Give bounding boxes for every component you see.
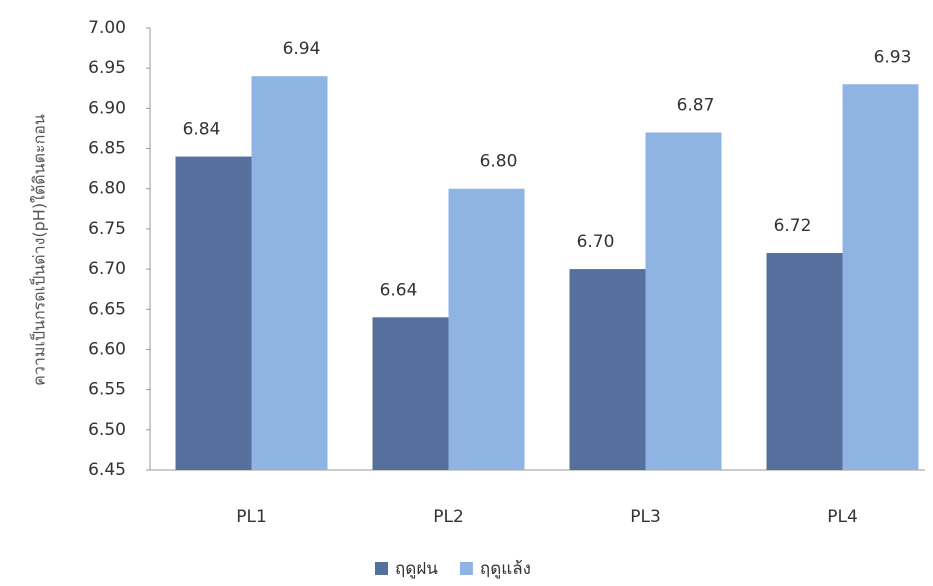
- y-tick-label: 6.70: [88, 259, 126, 279]
- bar: [448, 188, 525, 470]
- y-tick-label: 6.65: [88, 299, 126, 319]
- data-label: 6.94: [283, 39, 321, 59]
- y-tick-label: 6.90: [88, 98, 126, 118]
- x-tick-label: PL4: [827, 507, 858, 527]
- legend-swatch: [375, 562, 388, 575]
- y-axis-title: ความเป็นกรดเป็นด่าง(pH)ใต้ดินตะกอน: [29, 114, 49, 386]
- y-tick-label: 6.60: [88, 339, 126, 359]
- x-tick-label: PL3: [630, 507, 661, 527]
- data-label: 6.80: [480, 152, 518, 172]
- x-tick-label: PL1: [236, 507, 267, 527]
- data-label: 6.70: [577, 232, 615, 252]
- data-label: 6.84: [183, 120, 221, 140]
- bar: [766, 253, 843, 470]
- y-tick-label: 6.95: [88, 58, 126, 78]
- y-tick-label: 6.55: [88, 380, 126, 400]
- data-label: 6.93: [874, 47, 912, 67]
- bar: [569, 269, 646, 470]
- legend-label: ฤดูฝน: [395, 559, 438, 579]
- bar: [645, 132, 722, 471]
- y-tick-label: 6.50: [88, 420, 126, 440]
- bar: [175, 156, 252, 470]
- data-label: 6.87: [677, 95, 715, 115]
- legend-swatch: [459, 562, 473, 575]
- bar: [372, 317, 449, 470]
- bar: [842, 84, 919, 470]
- data-label: 6.72: [774, 216, 812, 236]
- y-tick-label: 6.85: [88, 139, 126, 159]
- legend-label: ฤดูแล้ง: [480, 559, 531, 579]
- y-tick-label: 7.00: [88, 18, 126, 38]
- y-tick-label: 6.75: [88, 219, 126, 239]
- bar: [251, 76, 328, 470]
- x-tick-label: PL2: [433, 507, 464, 527]
- y-tick-label: 6.80: [88, 179, 126, 199]
- y-tick-label: 6.45: [88, 460, 126, 480]
- data-label: 6.64: [380, 280, 418, 300]
